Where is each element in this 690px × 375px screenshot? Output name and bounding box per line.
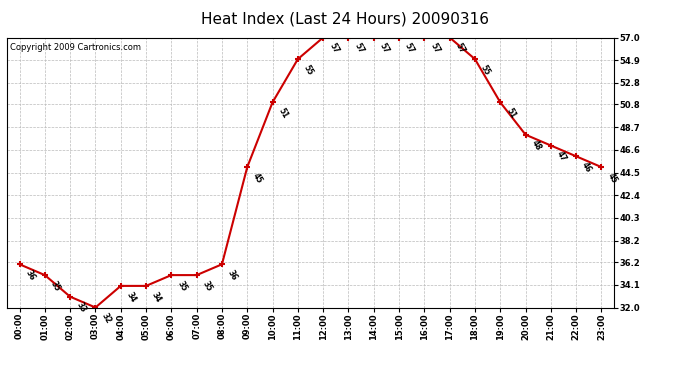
Text: 57: 57	[327, 42, 340, 55]
Text: 35: 35	[175, 279, 188, 293]
Text: Copyright 2009 Cartronics.com: Copyright 2009 Cartronics.com	[10, 43, 141, 52]
Text: 51: 51	[504, 106, 518, 120]
Text: 34: 34	[150, 290, 164, 304]
Text: 36: 36	[226, 268, 239, 282]
Text: 34: 34	[125, 290, 138, 304]
Text: 57: 57	[403, 42, 416, 55]
Text: Heat Index (Last 24 Hours) 20090316: Heat Index (Last 24 Hours) 20090316	[201, 11, 489, 26]
Text: 55: 55	[302, 63, 315, 76]
Text: 55: 55	[479, 63, 492, 76]
Text: 51: 51	[277, 106, 290, 120]
Text: 35: 35	[201, 279, 214, 293]
Text: 57: 57	[428, 42, 442, 55]
Text: 57: 57	[353, 42, 366, 55]
Text: 35: 35	[49, 279, 62, 293]
Text: 48: 48	[530, 139, 543, 153]
Text: 57: 57	[454, 42, 467, 55]
Text: 32: 32	[99, 312, 112, 325]
Text: 36: 36	[23, 268, 37, 282]
Text: 33: 33	[75, 301, 88, 315]
Text: 57: 57	[378, 42, 391, 55]
Text: 45: 45	[606, 171, 619, 185]
Text: 45: 45	[251, 171, 264, 185]
Text: 46: 46	[580, 160, 593, 174]
Text: 47: 47	[555, 150, 568, 164]
